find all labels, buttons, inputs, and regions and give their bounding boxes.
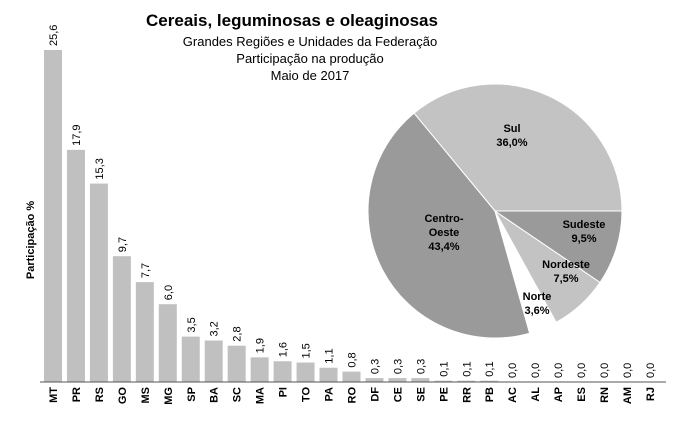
- bar-CE: [388, 378, 407, 382]
- pie-label-value-norte: 3,6%: [524, 305, 549, 317]
- x-tick-label-ES: ES: [576, 387, 588, 402]
- x-tick-label-RR: RR: [461, 387, 473, 403]
- x-tick-label-MS: MS: [140, 387, 152, 404]
- pie-label-value-sul: 36,0%: [496, 137, 527, 149]
- data-label-AP: 0,0: [553, 363, 565, 378]
- x-tick-label-AM: AM: [622, 387, 634, 404]
- bar-RO: [342, 371, 361, 382]
- data-label-RS: 15,3: [94, 158, 106, 179]
- data-label-ES: 0,0: [576, 363, 588, 378]
- data-label-DF: 0,3: [369, 359, 381, 374]
- chart-subtitle-2: Participação na produção: [236, 51, 383, 66]
- bar-series: 25,6 MT 17,9 PR 15,3 RS 9,7 GO 7,7 MS 6,0 MG 3,5 SP 3,…: [44, 25, 657, 405]
- data-label-RN: 0,0: [599, 363, 611, 378]
- x-tick-label-AL: AL: [530, 387, 542, 402]
- x-tick-label-RS: RS: [94, 387, 106, 402]
- pie-label-name-centro-oeste: Oeste: [429, 227, 460, 239]
- bar-PR: [66, 149, 85, 382]
- x-tick-label-AC: AC: [507, 387, 519, 403]
- x-tick-label-SP: SP: [186, 387, 198, 402]
- data-label-RJ: 0,0: [645, 363, 657, 378]
- pie-slice-sudeste: [493, 210, 623, 284]
- data-label-MS: 7,7: [140, 263, 152, 278]
- bar-RR: [457, 380, 476, 382]
- data-label-PA: 1,1: [324, 348, 336, 363]
- data-label-MG: 6,0: [163, 285, 175, 300]
- bar-MS: [135, 282, 154, 382]
- x-tick-label-PR: PR: [71, 387, 83, 402]
- x-tick-label-PI: PI: [278, 387, 290, 397]
- bar-SP: [181, 336, 200, 382]
- data-label-AL: 0,0: [530, 363, 542, 378]
- x-tick-label-PA: PA: [324, 387, 336, 402]
- x-tick-label-AP: AP: [553, 387, 565, 402]
- x-tick-label-RO: RO: [346, 387, 358, 404]
- pie-label-name-sudeste: Sudeste: [563, 219, 606, 231]
- data-label-RR: 0,1: [461, 361, 473, 376]
- data-label-AC: 0,0: [507, 363, 519, 378]
- data-label-PE: 0,1: [438, 361, 450, 376]
- pie-label-name-nordeste: Nordeste: [542, 259, 590, 271]
- x-tick-label-RJ: RJ: [645, 387, 657, 401]
- x-tick-label-PE: PE: [438, 387, 450, 402]
- bar-PE: [434, 380, 453, 382]
- bar-DF: [365, 378, 384, 382]
- bar-PA: [319, 367, 338, 382]
- bar-MA: [250, 357, 269, 382]
- x-tick-label-RN: RN: [599, 387, 611, 403]
- chart-title: Cereais, leguminosas e oleaginosas: [146, 11, 438, 30]
- pie-label-value-centro-oeste: 43,4%: [428, 241, 459, 253]
- x-tick-label-SC: SC: [232, 387, 244, 402]
- x-tick-label-GO: GO: [117, 387, 129, 405]
- pie-label-name-sul: Sul: [503, 123, 520, 135]
- data-label-AM: 0,0: [622, 363, 634, 378]
- data-label-GO: 9,7: [117, 237, 129, 252]
- bar-PB: [480, 380, 499, 382]
- bar-MT: [44, 50, 62, 382]
- data-label-MA: 1,9: [255, 338, 267, 353]
- data-label-TO: 1,5: [301, 343, 313, 358]
- bar-MG: [158, 304, 177, 382]
- x-tick-label-MT: MT: [48, 387, 60, 403]
- x-tick-label-MG: MG: [163, 387, 175, 405]
- chart-subtitle-1: Grandes Regiões e Unidades da Federação: [183, 34, 437, 49]
- x-tick-label-SE: SE: [415, 387, 427, 402]
- x-tick-label-CE: CE: [392, 387, 404, 402]
- data-label-SE: 0,3: [415, 359, 427, 374]
- data-label-SP: 3,5: [186, 317, 198, 332]
- x-tick-label-PB: PB: [484, 387, 496, 402]
- pie-slice-centro-oeste: [367, 112, 531, 339]
- data-label-CE: 0,3: [392, 359, 404, 374]
- x-tick-label-DF: DF: [369, 387, 381, 402]
- x-tick-label-MA: MA: [255, 387, 267, 404]
- bar-BA: [204, 340, 223, 382]
- data-label-PR: 17,9: [71, 124, 83, 145]
- pie-label-value-sudeste: 9,5%: [571, 233, 596, 245]
- bar-PI: [273, 361, 292, 382]
- data-label-PI: 1,6: [278, 342, 290, 357]
- data-label-BA: 3,2: [209, 321, 221, 336]
- y-axis-label: Participação %: [25, 201, 37, 279]
- x-tick-label-TO: TO: [301, 387, 313, 403]
- bar-SC: [227, 345, 246, 382]
- bar-RS: [89, 183, 108, 382]
- pie-label-name-norte: Norte: [523, 291, 552, 303]
- bar-GO: [112, 256, 131, 382]
- pie-label-value-nordeste: 7,5%: [553, 273, 578, 285]
- data-label-RO: 0,8: [346, 352, 358, 367]
- x-tick-label-BA: BA: [209, 387, 221, 403]
- pie-slice-sul: [413, 83, 623, 212]
- bar-SE: [411, 378, 430, 382]
- data-label-MT: 25,6: [48, 25, 60, 46]
- chart-subtitle-3: Maio de 2017: [271, 68, 350, 83]
- pie-label-name-centro-oeste: Centro-: [424, 213, 463, 225]
- data-label-PB: 0,1: [484, 361, 496, 376]
- pie-chart: Sul 36,0% Centro- Oeste 43,4% Norte 3,6% Nordes…: [367, 83, 623, 339]
- bar-TO: [296, 362, 315, 382]
- data-label-SC: 2,8: [232, 326, 244, 341]
